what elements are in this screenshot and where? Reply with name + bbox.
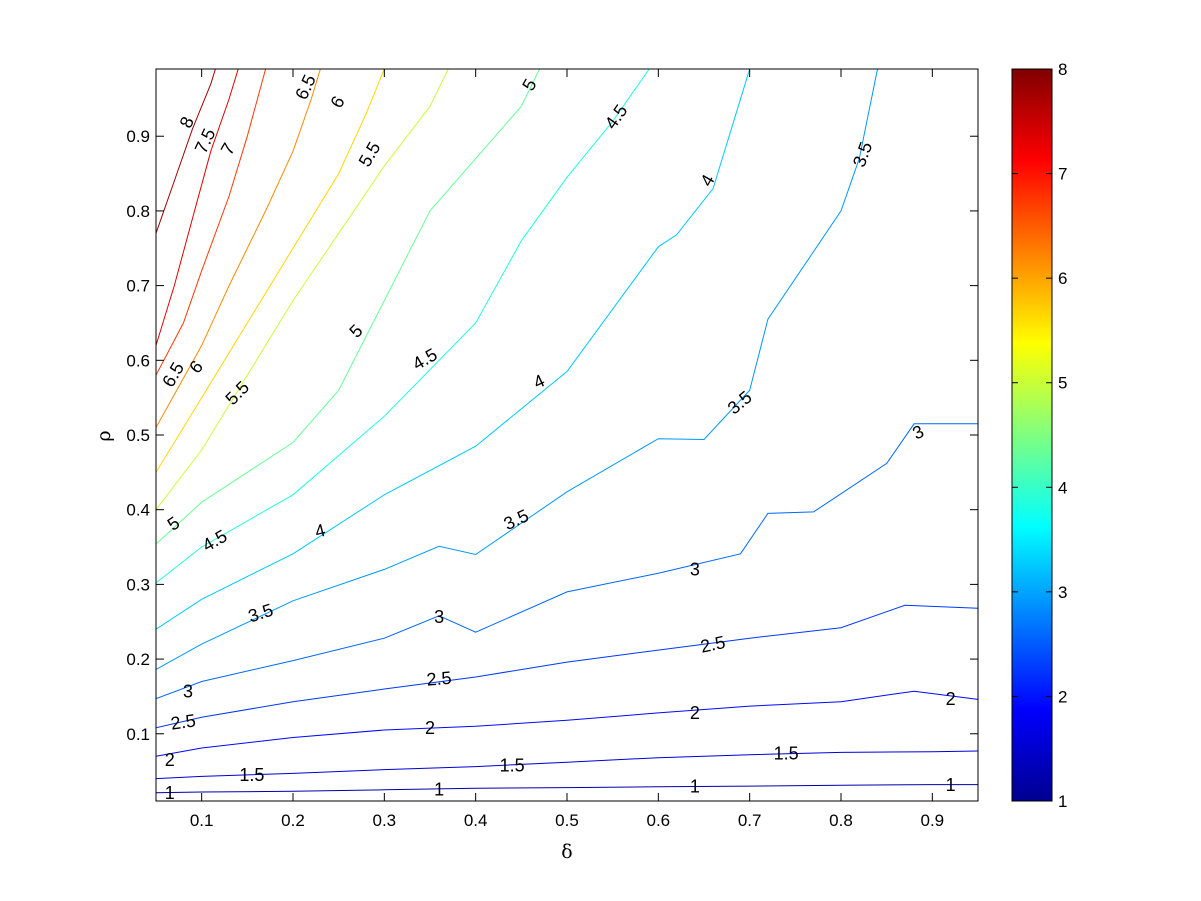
contour-label: 1.5 bbox=[500, 755, 525, 775]
contour-line-4-5 bbox=[156, 69, 650, 584]
x-tick-label: 0.7 bbox=[738, 811, 762, 830]
contour-lines bbox=[156, 69, 978, 794]
contour-label: 4 bbox=[313, 520, 328, 542]
contour-line-6 bbox=[156, 69, 385, 473]
contour-label: 1 bbox=[165, 783, 175, 803]
contour-label: 2 bbox=[165, 750, 175, 770]
contour-label: 3 bbox=[183, 681, 193, 701]
y-tick-label: 0.4 bbox=[126, 501, 150, 520]
contour-label: 3 bbox=[434, 607, 444, 627]
y-tick-label: 0.6 bbox=[126, 351, 150, 370]
colorbar-tick-label: 7 bbox=[1058, 165, 1067, 184]
x-tick-label: 0.5 bbox=[555, 811, 579, 830]
x-axis-label: δ bbox=[561, 841, 572, 863]
y-axis-label: ρ bbox=[93, 430, 115, 441]
contour-label: 1 bbox=[434, 779, 444, 799]
contour-line-3-5 bbox=[156, 69, 878, 670]
x-tick-label: 0.4 bbox=[464, 811, 488, 830]
y-tick-label: 0.1 bbox=[126, 725, 150, 744]
contour-line-5 bbox=[156, 69, 541, 545]
contour-line-1-5 bbox=[156, 750, 978, 780]
contour-label: 2.5 bbox=[169, 710, 197, 733]
colorbar-tick-label: 4 bbox=[1058, 478, 1067, 497]
contour-line-8 bbox=[156, 69, 216, 234]
y-tick-label: 0.9 bbox=[126, 127, 150, 146]
contour-line-4 bbox=[156, 69, 751, 630]
x-axis-ticks: 0.1 0.2 0.3 0.4 0.5 0.6 0.7 0.8 0.9 bbox=[190, 69, 944, 830]
contour-line-3 bbox=[156, 423, 978, 700]
x-tick-label: 0.8 bbox=[829, 811, 853, 830]
contour-label: 1 bbox=[946, 775, 956, 795]
y-axis-ticks: 0.1 0.2 0.3 0.4 0.5 0.6 0.7 0.8 0.9 bbox=[126, 127, 978, 744]
contour-label: 2 bbox=[946, 689, 956, 709]
colorbar-tick-label: 8 bbox=[1058, 60, 1067, 79]
contour-line-1 bbox=[156, 784, 978, 794]
x-tick-label: 0.6 bbox=[647, 811, 671, 830]
contour-label: 3 bbox=[690, 560, 700, 580]
colorbar-tick-label: 6 bbox=[1058, 269, 1067, 288]
contour-label: 2 bbox=[425, 718, 435, 738]
colorbar-tick-label: 5 bbox=[1058, 374, 1067, 393]
contour-line-6-5 bbox=[156, 69, 321, 428]
y-tick-label: 0.2 bbox=[126, 650, 150, 669]
contour-label: 1.5 bbox=[239, 765, 264, 785]
x-tick-label: 0.3 bbox=[373, 811, 397, 830]
y-tick-label: 0.5 bbox=[126, 426, 150, 445]
colorbar-tick-label: 1 bbox=[1058, 792, 1067, 811]
contour-line-5-5 bbox=[156, 69, 449, 511]
contour-label: 1.5 bbox=[774, 743, 799, 763]
x-tick-label: 0.2 bbox=[281, 811, 305, 830]
contour-line-2 bbox=[156, 690, 978, 757]
x-tick-label: 0.1 bbox=[190, 811, 214, 830]
colorbar bbox=[1011, 68, 1053, 802]
colorbar-tick-label: 3 bbox=[1058, 583, 1067, 602]
contour-label: 2 bbox=[690, 703, 700, 723]
contour-label: 2.5 bbox=[426, 668, 453, 690]
contour-line-7-5 bbox=[156, 69, 239, 346]
y-tick-label: 0.8 bbox=[126, 202, 150, 221]
contour-label: 1 bbox=[690, 776, 700, 796]
y-tick-label: 0.3 bbox=[126, 575, 150, 594]
x-tick-label: 0.9 bbox=[921, 811, 945, 830]
colorbar-ticks: 1 2 3 4 5 6 7 8 bbox=[1012, 60, 1067, 811]
contour-line-7 bbox=[156, 69, 267, 376]
contour-line-2-5 bbox=[156, 604, 978, 729]
plot-area bbox=[156, 69, 978, 801]
colorbar-tick-label: 2 bbox=[1058, 687, 1067, 706]
y-tick-label: 0.7 bbox=[126, 277, 150, 296]
